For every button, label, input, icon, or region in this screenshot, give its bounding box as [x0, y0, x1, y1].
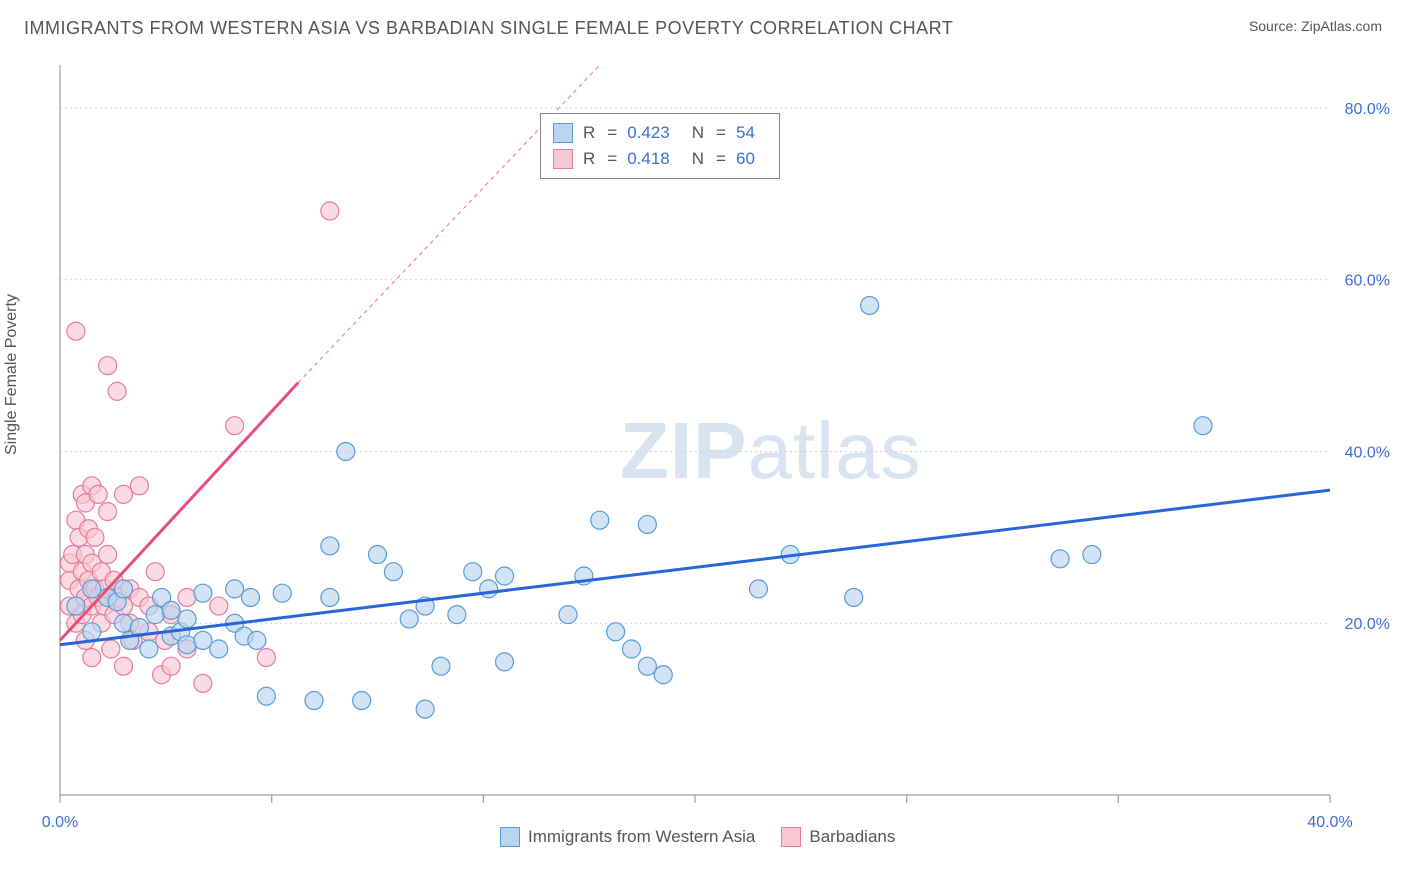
svg-text:80.0%: 80.0%: [1345, 101, 1390, 118]
n-label: N: [692, 149, 704, 169]
swatch-pink-icon: [553, 149, 573, 169]
legend-label-pink: Barbadians: [809, 827, 895, 847]
n-label: N: [692, 123, 704, 143]
svg-text:20.0%: 20.0%: [1345, 616, 1390, 633]
equals-icon: =: [607, 149, 617, 169]
svg-text:40.0%: 40.0%: [1345, 444, 1390, 461]
source-label: Source:: [1249, 18, 1301, 34]
correlation-legend: R = 0.423 N = 54 R = 0.418 N = 60: [540, 113, 780, 179]
source-link[interactable]: ZipAtlas.com: [1301, 18, 1382, 34]
svg-text:40.0%: 40.0%: [1307, 814, 1352, 831]
equals-icon: =: [716, 149, 726, 169]
r-label: R: [583, 123, 595, 143]
swatch-pink-icon: [781, 827, 801, 847]
correlation-row-blue: R = 0.423 N = 54: [553, 120, 767, 146]
equals-icon: =: [716, 123, 726, 143]
n-value-pink: 60: [736, 149, 755, 169]
correlation-row-pink: R = 0.418 N = 60: [553, 146, 767, 172]
swatch-blue-icon: [500, 827, 520, 847]
svg-text:0.0%: 0.0%: [42, 814, 78, 831]
chart-container: Single Female Poverty ZIPatlas 20.0%40.0…: [0, 55, 1406, 855]
source-attribution: Source: ZipAtlas.com: [1249, 18, 1382, 34]
equals-icon: =: [607, 123, 617, 143]
legend-item-blue: Immigrants from Western Asia: [500, 827, 755, 847]
n-value-blue: 54: [736, 123, 755, 143]
legend-label-blue: Immigrants from Western Asia: [528, 827, 755, 847]
chart-title: IMMIGRANTS FROM WESTERN ASIA VS BARBADIA…: [24, 18, 953, 39]
swatch-blue-icon: [553, 123, 573, 143]
svg-text:60.0%: 60.0%: [1345, 273, 1390, 290]
r-value-pink: 0.418: [627, 149, 670, 169]
r-value-blue: 0.423: [627, 123, 670, 143]
legend-item-pink: Barbadians: [781, 827, 895, 847]
series-legend: Immigrants from Western Asia Barbadians: [500, 827, 895, 847]
r-label: R: [583, 149, 595, 169]
